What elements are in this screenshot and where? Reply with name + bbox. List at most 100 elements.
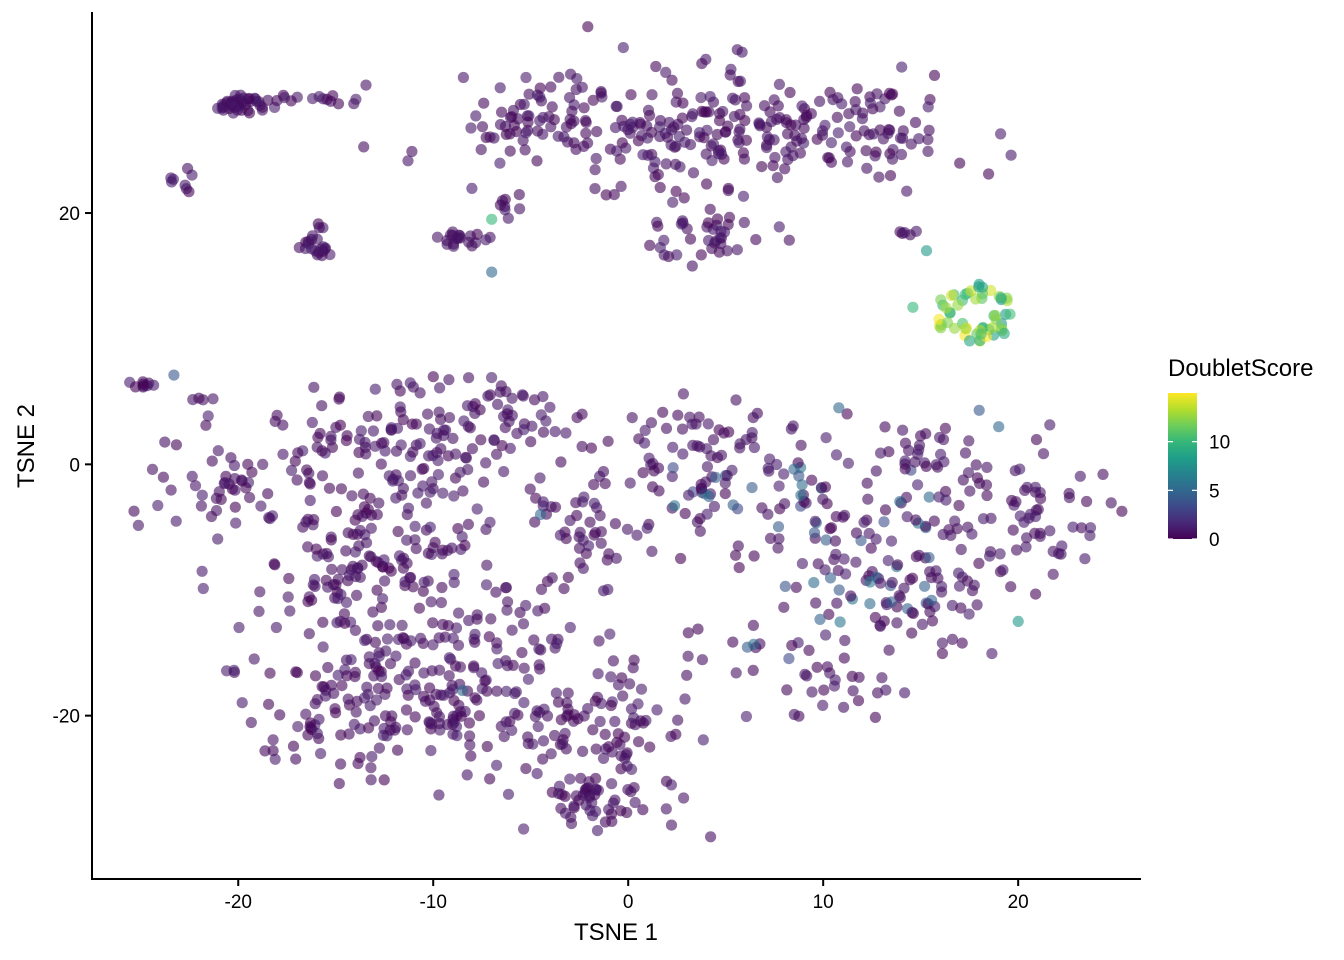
- data-point: [715, 449, 728, 461]
- data-point: [621, 523, 634, 535]
- data-point: [264, 667, 276, 679]
- data-point: [935, 294, 947, 306]
- data-point: [350, 93, 362, 105]
- data-point: [560, 427, 572, 439]
- data-point: [183, 186, 195, 198]
- data-point: [494, 157, 506, 169]
- data-point: [602, 583, 614, 596]
- data-point: [610, 552, 622, 564]
- data-point: [423, 423, 435, 435]
- data-point: [522, 738, 534, 750]
- data-point: [886, 596, 898, 608]
- data-point: [520, 127, 532, 139]
- data-point: [1055, 548, 1067, 560]
- data-point: [858, 516, 870, 528]
- data-point: [506, 724, 518, 737]
- data-point: [240, 482, 252, 494]
- data-point: [422, 547, 434, 559]
- data-point: [727, 499, 739, 511]
- data-point: [148, 379, 160, 391]
- data-point: [993, 421, 1005, 433]
- data-point: [358, 141, 370, 153]
- data-point: [922, 101, 934, 113]
- data-point: [728, 110, 741, 123]
- data-point: [410, 684, 422, 696]
- data-point: [343, 728, 355, 740]
- data-point: [660, 775, 673, 787]
- data-point: [297, 521, 309, 533]
- data-point: [637, 804, 649, 816]
- data-point: [334, 419, 346, 431]
- data-point: [480, 234, 492, 246]
- data-point: [823, 608, 835, 621]
- data-point: [864, 598, 876, 610]
- data-point: [358, 501, 370, 513]
- data-point: [953, 567, 965, 579]
- data-point: [672, 409, 684, 421]
- data-point: [333, 393, 345, 405]
- data-point: [409, 520, 421, 533]
- data-point: [702, 217, 714, 229]
- data-point: [263, 698, 275, 710]
- data-point: [874, 619, 886, 631]
- data-point: [814, 95, 826, 107]
- data-point: [570, 497, 582, 509]
- data-point: [628, 712, 640, 724]
- data-point: [595, 86, 607, 98]
- data-point: [306, 230, 319, 242]
- data-point: [711, 213, 724, 225]
- data-point: [624, 678, 636, 690]
- data-point: [455, 710, 467, 722]
- data-point: [228, 101, 240, 113]
- data-point: [712, 148, 725, 160]
- data-point: [611, 145, 623, 157]
- data-point: [363, 550, 375, 562]
- data-point: [899, 687, 911, 699]
- data-point: [404, 377, 416, 389]
- data-point: [1006, 494, 1018, 507]
- data-point: [762, 462, 774, 474]
- data-point: [806, 686, 818, 698]
- data-point: [870, 465, 882, 477]
- data-point: [684, 411, 696, 423]
- data-point: [1004, 308, 1016, 320]
- data-point: [609, 715, 621, 728]
- data-point: [1074, 470, 1086, 482]
- data-point: [937, 528, 949, 541]
- data-point: [694, 441, 706, 453]
- data-point: [518, 697, 530, 709]
- data-point: [877, 133, 890, 145]
- data-point: [196, 565, 208, 577]
- data-point: [287, 740, 300, 752]
- data-point: [703, 234, 715, 247]
- data-point: [695, 92, 707, 104]
- data-point: [200, 419, 212, 431]
- data-point: [129, 381, 142, 393]
- data-point: [923, 552, 935, 564]
- data-point: [195, 500, 207, 512]
- colorbar-ticks: 0 5 10: [1168, 433, 1230, 551]
- data-point: [498, 731, 510, 743]
- data-point: [733, 562, 745, 574]
- data-point: [323, 482, 336, 494]
- data-point: [1047, 568, 1059, 580]
- data-point: [679, 507, 691, 520]
- data-point: [330, 579, 342, 591]
- data-point: [518, 424, 530, 436]
- data-point: [593, 635, 605, 647]
- data-point: [565, 68, 577, 80]
- data-point: [510, 126, 523, 138]
- data-point: [482, 390, 494, 402]
- data-point: [306, 594, 318, 606]
- data-point: [708, 500, 721, 513]
- data-point: [923, 124, 935, 136]
- data-point: [360, 79, 372, 91]
- data-point: [568, 137, 580, 149]
- data-point: [666, 74, 678, 86]
- data-point: [747, 412, 759, 424]
- data-point: [470, 110, 482, 122]
- data-point: [892, 559, 904, 571]
- data-point: [971, 599, 983, 611]
- data-point: [647, 481, 659, 493]
- data-point: [678, 192, 690, 204]
